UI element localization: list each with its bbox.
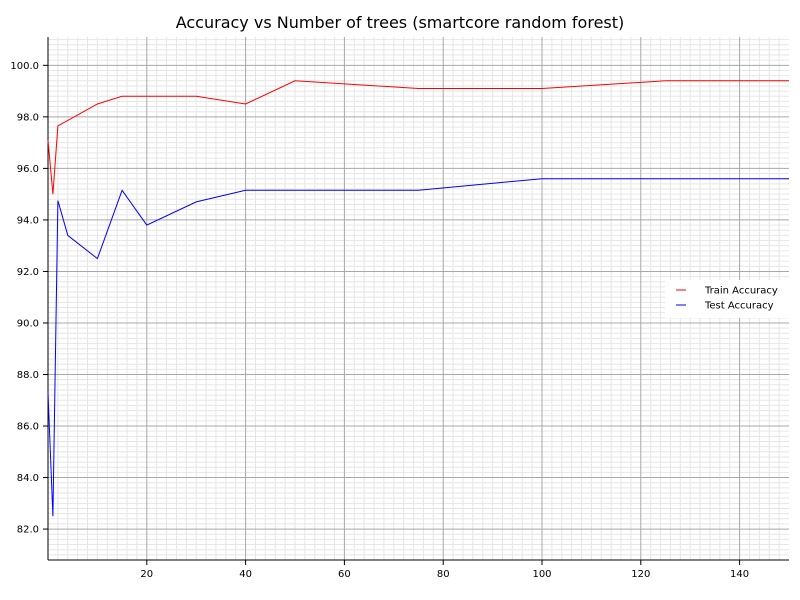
x-tick-label: 20 <box>140 569 153 580</box>
x-tick-label: 120 <box>631 569 650 580</box>
y-tick-label: 100.0 <box>10 61 39 72</box>
x-tick-label: 40 <box>239 569 252 580</box>
series-lines <box>47 80 789 517</box>
x-tick-label: 60 <box>338 569 351 580</box>
legend-label: Train Accuracy <box>704 286 778 297</box>
y-tick-label: 82.0 <box>17 525 39 536</box>
legend-label: Test Accuracy <box>704 301 774 312</box>
y-tick-label: 98.0 <box>17 112 39 123</box>
y-tick-label: 92.0 <box>17 267 39 278</box>
series-line-train-accuracy <box>47 80 789 195</box>
axes <box>47 37 789 561</box>
y-tick-label: 90.0 <box>17 318 39 329</box>
x-tick-label: 80 <box>437 569 450 580</box>
chart-title: Accuracy vs Number of trees (smartcore r… <box>176 13 625 32</box>
x-tick-label: 100 <box>532 569 551 580</box>
grid <box>48 37 789 561</box>
x-tick-label: 140 <box>730 569 749 580</box>
series-line-test-accuracy <box>47 178 789 517</box>
y-tick-label: 96.0 <box>17 164 39 175</box>
y-tick-label: 86.0 <box>17 422 39 433</box>
tick-labels: 20 40 60 80 100 120 140 82.0 84.0 86.0 88.0 90.0 92.… <box>10 61 749 580</box>
y-tick-label: 94.0 <box>17 215 39 226</box>
y-tick-label: 88.0 <box>17 370 39 381</box>
y-tick-label: 84.0 <box>17 473 39 484</box>
legend: Train Accuracy Test Accuracy <box>665 280 789 318</box>
legend-box <box>665 280 789 318</box>
